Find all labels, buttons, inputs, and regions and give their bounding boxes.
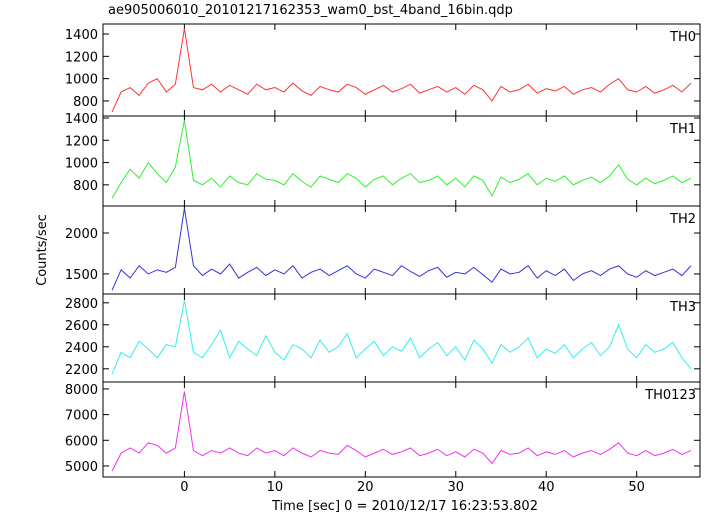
y-tick-label: 800	[73, 179, 98, 194]
x-tick-label: 50	[628, 480, 645, 495]
x-tick-label: 0	[180, 480, 188, 495]
panel-label: TH3	[669, 300, 696, 315]
x-axis-label: Time [sec] 0 = 2010/12/17 16:23:53.802	[271, 499, 538, 514]
y-tick-label: 6000	[65, 434, 98, 449]
y-tick-label: 1400	[65, 112, 98, 127]
y-tick-label: 1000	[65, 73, 98, 88]
y-tick-label: 8000	[65, 383, 98, 398]
chart-title: ae905006010_20101217162353_wam0_bst_4ban…	[108, 3, 513, 18]
y-tick-label: 5000	[65, 460, 98, 475]
y-tick-label: 1000	[65, 157, 98, 172]
light-curve	[111, 208, 692, 291]
light-curve	[111, 28, 692, 113]
y-tick-label: 2800	[65, 297, 98, 312]
x-tick-label: 40	[538, 480, 555, 495]
y-tick-label: 2200	[65, 363, 98, 378]
y-tick-label: 1400	[65, 28, 98, 43]
light-curve	[111, 120, 692, 199]
panel-label: TH0123	[644, 388, 696, 403]
y-axis-label: Counts/sec	[35, 214, 50, 286]
panel-label: TH1	[669, 122, 696, 137]
y-tick-label: 7000	[65, 409, 98, 424]
y-tick-label: 1200	[65, 50, 98, 65]
panel-frame	[102, 205, 701, 295]
y-tick-label: 2000	[65, 227, 98, 242]
x-tick-label: 10	[267, 480, 284, 495]
y-tick-label: 1200	[65, 134, 98, 149]
light-curve	[111, 391, 692, 472]
panel-frame	[102, 381, 701, 478]
y-tick-label: 1500	[65, 268, 98, 283]
light-curve	[111, 300, 692, 375]
x-tick-label: 30	[447, 480, 464, 495]
panel-frame	[102, 115, 701, 207]
panel-label: TH2	[669, 212, 696, 227]
y-tick-label: 2600	[65, 319, 98, 334]
panel-frame	[102, 23, 701, 117]
y-tick-label: 800	[73, 95, 98, 110]
x-tick-label: 20	[357, 480, 374, 495]
panel-label: TH0	[669, 30, 696, 45]
panel-frame	[102, 293, 701, 383]
y-tick-label: 2400	[65, 341, 98, 356]
